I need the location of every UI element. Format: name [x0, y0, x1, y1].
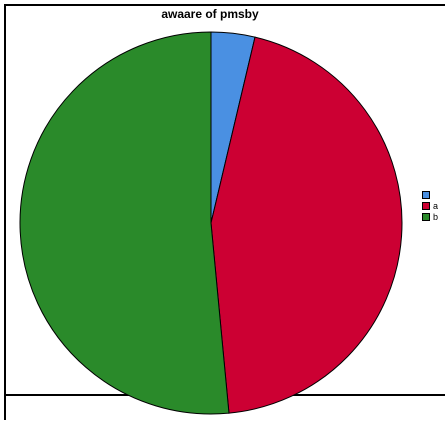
legend-label-b: b	[433, 211, 439, 222]
chart-legend: a b	[422, 189, 438, 222]
pie-slice-a	[210, 36, 403, 414]
legend-swatch-b	[422, 212, 430, 221]
legend-swatch-blank	[422, 190, 430, 199]
legend-item-blank	[422, 189, 438, 200]
legend-swatch-a	[422, 201, 430, 210]
legend-label-a: a	[433, 200, 439, 211]
legend-item-a: a	[422, 200, 438, 211]
legend-item-b: b	[422, 211, 438, 222]
chart-frame	[4, 4, 445, 420]
pie-slice-b	[19, 31, 230, 415]
chart-title: awaare of pmsby	[161, 7, 259, 21]
